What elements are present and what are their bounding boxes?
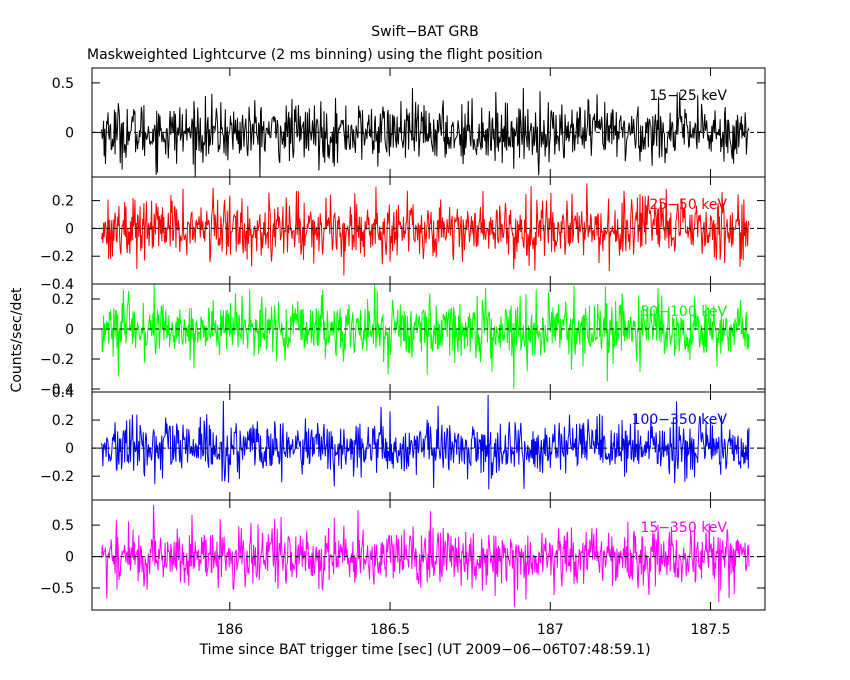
panel-5: −0.5 0 0.5 15−350 keV <box>40 499 766 611</box>
y-tick-label-4-2: 0 <box>65 441 74 457</box>
y-tick-label-5-1: −0.5 <box>40 581 74 597</box>
series-line-2 <box>101 183 750 276</box>
y-tick-label-1-1: 0 <box>65 125 74 141</box>
y-tick-label-5-3: 0.5 <box>52 518 74 534</box>
x-tick-label-2: 186.5 <box>370 622 410 638</box>
panel-frame-5 <box>91 499 766 611</box>
panel-2: −0.4 −0.2 0 0.2 25−50 keV <box>40 176 766 293</box>
band-label-2: 25−50 keV <box>649 197 727 213</box>
panel-4: −0.2 0 0.2 0.4 100−350 keV <box>40 385 766 501</box>
x-tick-label-1: 186 <box>216 622 243 638</box>
y-tick-label-3-1: −0.4 <box>40 382 74 398</box>
panel-3: −0.4 −0.2 0 0.2 50−100 keV <box>40 283 766 398</box>
band-label-4: 100−350 keV <box>632 412 728 428</box>
band-label-1: 15−25 keV <box>649 88 727 104</box>
figure-title: Swift−BAT GRB <box>371 24 478 40</box>
series-line-1 <box>101 87 750 177</box>
series-line-5 <box>101 504 750 607</box>
panel-1: 0 0.5 15−25 keV <box>52 67 766 178</box>
panels-group: 00.515−25 keV−0.4−0.200.2 25−50 keV−0.4−0… <box>40 67 766 611</box>
x-tick-label-3: 187 <box>537 622 564 638</box>
figure-subtitle: Maskweighted Lightcurve (2 ms binning) u… <box>87 47 543 63</box>
y-tick-label-3-4: 0.2 <box>52 292 74 308</box>
y-tick-label-4-1: −0.2 <box>40 469 74 485</box>
y-tick-label-2-3: 0 <box>65 221 74 237</box>
y-tick-label-4-3: 0.2 <box>52 413 74 429</box>
y-tick-label-2-4: 0.2 <box>52 194 74 210</box>
y-tick-label-3-3: 0 <box>65 322 74 338</box>
x-axis-ticks: 186 186.5 187 187.5 <box>216 622 730 638</box>
y-tick-label-1-2: 0.5 <box>52 76 74 92</box>
y-tick-label-2-1: −0.4 <box>40 277 74 293</box>
y-tick-label-2-2: −0.2 <box>40 249 74 265</box>
y-tick-label-4-4: 0.4 <box>52 385 74 401</box>
band-label-5: 15−350 keV <box>640 520 727 536</box>
band-label-3: 50−100 keV <box>640 304 727 320</box>
y-tick-label-5-2: 0 <box>65 550 74 566</box>
series-line-4 <box>101 394 750 490</box>
x-tick-label-4: 187.5 <box>690 622 730 638</box>
y-axis-label: Counts/sec/det <box>9 287 25 392</box>
x-axis-label: Time since BAT trigger time [sec] (UT 20… <box>198 642 650 658</box>
y-tick-label-3-2: −0.2 <box>40 352 74 368</box>
series-line-3 <box>101 284 750 389</box>
